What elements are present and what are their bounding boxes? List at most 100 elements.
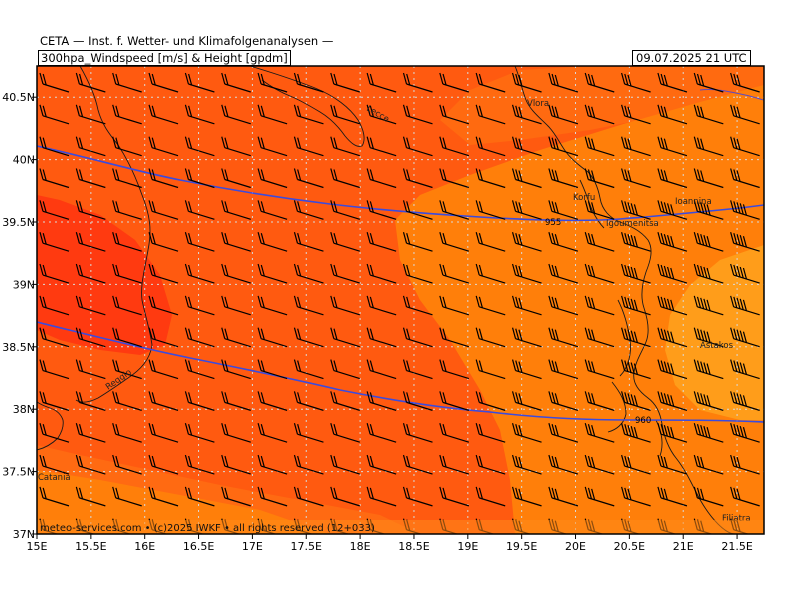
wind-barb <box>657 423 688 443</box>
wind-barb <box>621 136 651 157</box>
wind-barb <box>730 486 760 507</box>
wind-barb <box>366 232 397 252</box>
wind-barb <box>657 72 688 93</box>
wind-barb <box>621 263 651 284</box>
lat-tick-label: 39.5N <box>2 216 35 229</box>
wind-barb <box>330 359 360 380</box>
wind-barb <box>402 72 433 93</box>
wind-barb <box>730 104 760 125</box>
wind-barb <box>39 72 70 93</box>
wind-barb <box>257 200 288 220</box>
wind-barb <box>693 454 724 475</box>
wind-barb <box>621 327 651 348</box>
wind-barb <box>293 263 324 284</box>
wind-barb <box>366 391 397 411</box>
lon-tick-label: 21E <box>673 540 694 553</box>
wind-barb <box>39 200 70 220</box>
wind-barb <box>657 391 688 411</box>
lon-tick-label: 18E <box>350 540 371 553</box>
calabria-coast <box>75 66 153 403</box>
wind-barb <box>402 295 433 316</box>
wind-barb <box>511 200 542 220</box>
wind-barb <box>148 104 179 125</box>
wind-barb <box>730 232 760 252</box>
wind-barb <box>548 423 579 443</box>
lon-tick-label: 20E <box>565 540 586 553</box>
wind-barb <box>330 295 360 316</box>
wind-barb <box>148 200 179 220</box>
wind-barb <box>75 72 106 93</box>
wind-barb <box>475 391 506 411</box>
wind-barb <box>657 359 688 380</box>
wind-barb <box>730 359 760 380</box>
wind-barb <box>402 168 433 189</box>
place-vlora: Vlora <box>527 99 549 109</box>
lon-tick-label: 16.5E <box>183 540 214 553</box>
lon-tick-label: 20.5E <box>614 540 645 553</box>
wind-barb <box>75 359 106 380</box>
wind-barb <box>584 263 615 284</box>
wind-barb <box>475 359 506 380</box>
wind-barb <box>293 232 324 252</box>
lon-axis: 15E 15.5E 16E 16.5E 17E 17.5E 18E 18.5E 19E 19.5E… <box>27 534 753 553</box>
wind-barb <box>621 168 651 189</box>
wind-barb <box>366 423 397 443</box>
wind-barb <box>39 295 70 316</box>
wind-barb <box>184 454 215 475</box>
wind-barb <box>184 359 215 380</box>
wind-barb <box>366 486 397 507</box>
wind-barb <box>402 200 433 220</box>
wind-barb <box>293 136 324 157</box>
wind-barb <box>548 136 579 157</box>
wind-barb <box>511 232 542 252</box>
wind-barb <box>584 359 615 380</box>
wind-barb <box>584 200 615 220</box>
wind-barb <box>693 263 724 284</box>
wind-barb <box>257 72 288 93</box>
wind-barb <box>693 104 724 125</box>
wind-barb <box>693 391 724 411</box>
wind-barb <box>112 200 142 220</box>
lon-tick-label: 19.5E <box>506 540 537 553</box>
wind-barb <box>439 168 470 189</box>
wind-barb <box>184 232 215 252</box>
wind-barb <box>293 168 324 189</box>
wind-barb <box>221 104 251 125</box>
wind-barb <box>402 232 433 252</box>
wind-barb <box>548 295 579 316</box>
wind-barb <box>330 168 360 189</box>
wind-barb <box>475 232 506 252</box>
wind-barb <box>511 423 542 443</box>
wind-barb <box>39 359 70 380</box>
wind-barb <box>621 104 651 125</box>
place-ioannina: Ioannina <box>675 197 712 207</box>
lat-tick-label: 37N <box>13 528 35 541</box>
wind-barb <box>657 486 688 507</box>
wind-barb <box>584 327 615 348</box>
coastlines <box>37 66 736 534</box>
wind-barb <box>75 136 106 157</box>
wind-barb <box>657 454 688 475</box>
sicily-coast <box>37 401 64 451</box>
wind-barb <box>548 168 579 189</box>
wind-barb <box>511 168 542 189</box>
wind-barb <box>402 486 433 507</box>
wind-barb <box>184 72 215 93</box>
wind-barb <box>730 200 760 220</box>
red-core <box>37 195 172 355</box>
grid-lines <box>37 66 764 534</box>
wind-barb <box>148 232 179 252</box>
lat-tick-label: 38N <box>13 403 35 416</box>
wind-barb <box>657 200 688 220</box>
wind-barb <box>257 327 288 348</box>
wind-barb <box>693 327 724 348</box>
wind-barb <box>439 327 470 348</box>
wind-barb <box>402 104 433 125</box>
wind-barb <box>148 295 179 316</box>
lon-tick-label: 17.5E <box>291 540 322 553</box>
wind-barb <box>39 454 70 475</box>
wind-barb <box>184 104 215 125</box>
wind-barb <box>293 359 324 380</box>
wind-barb <box>148 72 179 93</box>
lon-tick-label: 15E <box>27 540 48 553</box>
